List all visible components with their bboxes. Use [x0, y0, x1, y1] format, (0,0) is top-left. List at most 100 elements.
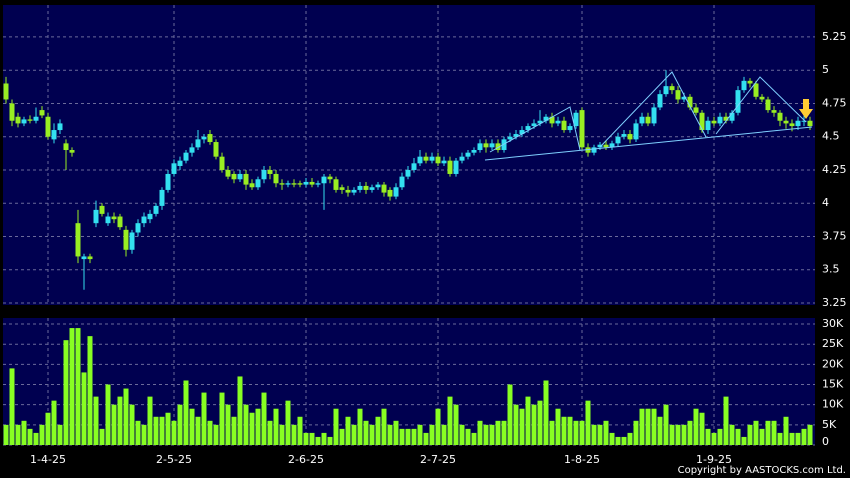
volume-bar	[303, 432, 309, 445]
candle-body	[117, 216, 123, 228]
y-tick-label: 4.25	[822, 163, 847, 176]
volume-bar	[255, 408, 261, 445]
volume-bar	[285, 400, 291, 445]
candle-body	[789, 123, 795, 127]
candle-body	[753, 83, 759, 97]
y-tick-label: 4	[822, 196, 829, 209]
candle-body	[765, 99, 771, 111]
volume-bar	[315, 436, 321, 445]
candle-body	[21, 119, 27, 124]
candle-body	[747, 80, 753, 84]
candle-body	[489, 143, 495, 148]
volume-bar	[495, 420, 501, 445]
volume-bar	[45, 412, 51, 445]
volume-bar	[447, 396, 453, 445]
price-panel	[3, 5, 815, 305]
candle-body	[417, 156, 423, 164]
volume-bar	[741, 436, 747, 445]
volume-bar	[249, 412, 255, 445]
y-tick-label: 4.75	[822, 96, 847, 109]
volume-tick-label: 0	[822, 435, 829, 448]
candle-body	[195, 139, 201, 148]
signal-arrow	[799, 99, 813, 119]
volume-bar	[123, 388, 129, 445]
candle-body	[783, 120, 789, 124]
volume-bar	[333, 408, 339, 445]
candle-body	[57, 123, 63, 131]
candle-body	[381, 184, 387, 193]
volume-bar	[717, 428, 723, 445]
x-tick-label: 1-4-25	[30, 453, 66, 466]
right-shoulder	[715, 76, 807, 135]
volume-bar	[585, 400, 591, 445]
volume-bar	[57, 424, 63, 445]
volume-bar	[693, 408, 699, 445]
volume-bar	[231, 416, 237, 445]
candle-body	[189, 147, 195, 153]
volume-bar	[579, 420, 585, 445]
candle-body	[261, 169, 267, 180]
volume-bar	[165, 412, 171, 445]
volume-bar	[387, 424, 393, 445]
candle-body	[171, 163, 177, 174]
volume-bar	[435, 408, 441, 445]
candle-body	[237, 173, 243, 180]
y-tick-label: 3.25	[822, 296, 847, 309]
volume-bar	[501, 420, 507, 445]
candle-body	[459, 156, 465, 161]
candle-body	[405, 169, 411, 177]
y-tick-label: 3.5	[822, 263, 840, 276]
candle-body	[105, 216, 111, 224]
volume-bar	[207, 420, 213, 445]
volume-bar	[699, 412, 705, 445]
volume-bar	[339, 428, 345, 445]
candle-body	[69, 150, 75, 153]
candle-body	[621, 134, 627, 137]
candle-body	[33, 116, 39, 121]
volume-tick-label: 25K	[822, 337, 844, 350]
volume-bar	[243, 404, 249, 445]
candle-body	[393, 187, 399, 197]
volume-tick-label: 5K	[822, 418, 837, 431]
neckline	[484, 126, 813, 161]
volume-bar	[507, 384, 513, 445]
volume-bar	[525, 396, 531, 445]
volume-bar	[639, 408, 645, 445]
volume-bar	[603, 420, 609, 445]
candle-body	[549, 116, 555, 124]
volume-tick-label: 30K	[822, 317, 844, 330]
candle-body	[387, 189, 393, 197]
volume-bar	[141, 424, 147, 445]
volume-bar	[117, 396, 123, 445]
candle-body	[681, 96, 687, 100]
volume-bar	[705, 428, 711, 445]
candle-body	[351, 189, 357, 193]
volume-bar	[789, 432, 795, 445]
candle-body	[255, 179, 261, 188]
volume-bar	[225, 404, 231, 445]
volume-bar	[3, 424, 9, 445]
candle-body	[573, 112, 579, 127]
volume-bar	[519, 408, 525, 445]
candle-body	[111, 216, 117, 220]
candle-body	[741, 80, 747, 91]
candle-body	[177, 160, 183, 166]
volume-bar	[657, 416, 663, 445]
y-tick-label: 5.25	[822, 30, 847, 43]
volume-bar	[621, 436, 627, 445]
candle-body	[219, 156, 225, 170]
volume-tick-label: 20K	[822, 357, 844, 370]
candle-body	[423, 156, 429, 161]
candle-body	[717, 116, 723, 124]
volume-bar	[615, 436, 621, 445]
candle-body	[27, 119, 33, 121]
volume-bar	[261, 392, 267, 445]
volume-bar	[9, 368, 15, 445]
candle-body	[699, 112, 705, 131]
candle-body	[735, 90, 741, 113]
volume-bar	[537, 400, 543, 445]
volume-bar	[573, 420, 579, 445]
candle-body	[273, 173, 279, 184]
candle-body	[81, 256, 87, 260]
candle-body	[537, 120, 543, 124]
